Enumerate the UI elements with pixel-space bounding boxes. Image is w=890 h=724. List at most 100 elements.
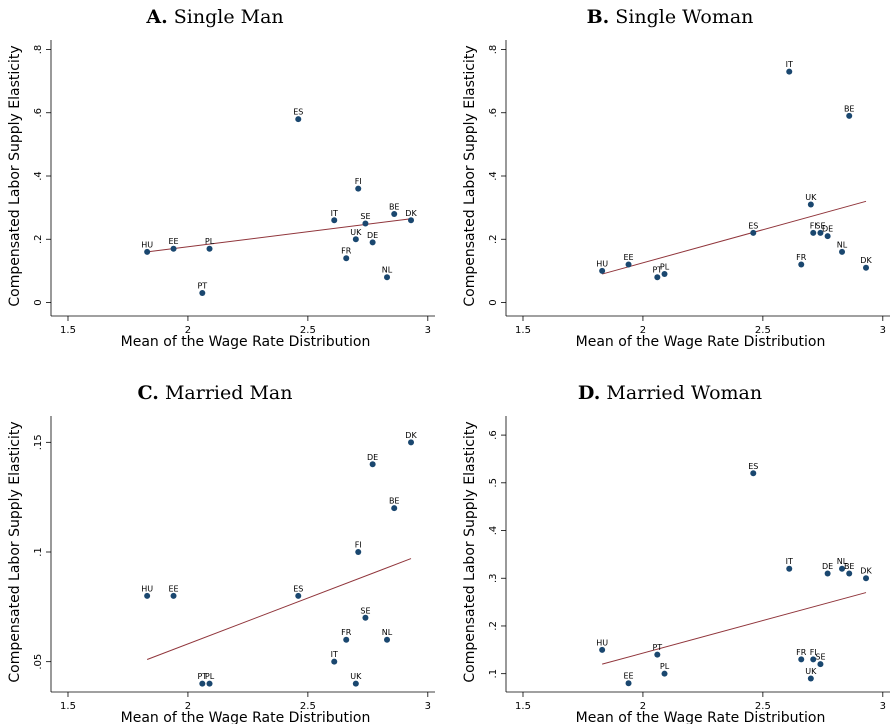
point-label: UK: [805, 667, 817, 676]
point: [786, 565, 793, 572]
y-tick-label: .1: [33, 547, 44, 557]
point: [807, 675, 814, 682]
point: [331, 217, 338, 224]
y-tick-label: .2: [488, 234, 499, 244]
x-tick-label: 2: [185, 701, 191, 712]
point: [839, 248, 846, 255]
point-label: DK: [860, 567, 872, 576]
point-label: NL: [382, 628, 393, 637]
point-label: SE: [815, 653, 825, 662]
point-label: PT: [197, 282, 207, 291]
point: [206, 245, 213, 252]
point-label: ES: [293, 584, 303, 593]
point: [798, 261, 805, 268]
point-label: UK: [350, 228, 362, 237]
point: [599, 267, 606, 274]
point-label: FI: [810, 221, 817, 230]
point: [807, 201, 814, 208]
point: [846, 112, 853, 119]
point-label: FR: [796, 648, 807, 657]
point-label: EE: [168, 237, 178, 246]
point: [661, 670, 668, 677]
point-label: ES: [748, 221, 758, 230]
point: [839, 565, 846, 572]
point-label: IT: [786, 557, 793, 566]
panel-title: B. Single Woman: [587, 6, 754, 28]
x-tick-label: 2: [640, 701, 646, 712]
y-tick-label: .8: [488, 45, 499, 55]
x-tick-label: 1.5: [60, 701, 76, 712]
point-label: IT: [331, 209, 338, 218]
y-tick-label: .5: [488, 478, 499, 488]
point: [654, 274, 661, 281]
x-tick-label: 2.5: [300, 701, 316, 712]
y-tick-label: .1: [488, 669, 499, 679]
panel-title: C. Married Man: [138, 382, 293, 404]
point: [352, 236, 359, 243]
point: [625, 261, 632, 268]
point: [391, 505, 398, 512]
panel-name: Single Woman: [615, 6, 753, 28]
point: [369, 239, 376, 246]
fit-line: [602, 592, 867, 665]
point-label: SE: [360, 212, 370, 221]
panel: B. Single Woman Mean of the Wage Rate Dis…: [462, 6, 890, 350]
x-tick-label: 3: [425, 701, 431, 712]
point: [750, 470, 757, 477]
point-label: DE: [822, 225, 833, 234]
point: [295, 592, 302, 599]
point-label: FI: [810, 648, 817, 657]
point: [384, 274, 391, 281]
panel-label: C.: [138, 382, 159, 404]
point: [810, 229, 817, 236]
y-axis-label: Compensated Labor Supply Elasticity: [462, 45, 478, 306]
panel: A. Single Man Mean of the Wage Rate Distr…: [7, 6, 435, 350]
point-label: EE: [623, 253, 633, 262]
panel-name: Single Man: [174, 6, 284, 28]
point: [362, 614, 369, 621]
point: [295, 116, 302, 123]
point-label: NL: [382, 266, 393, 275]
point: [391, 210, 398, 217]
point: [199, 680, 206, 687]
point-label: UK: [350, 672, 362, 681]
point-label: FR: [341, 628, 352, 637]
x-axis-label: Mean of the Wage Rate Distribution: [576, 334, 826, 350]
point-label: DK: [860, 256, 872, 265]
point: [144, 592, 151, 599]
point: [170, 592, 177, 599]
point: [863, 575, 870, 582]
point: [661, 271, 668, 278]
point: [863, 264, 870, 271]
point: [355, 185, 362, 192]
point-label: DK: [405, 209, 417, 218]
x-tick-label: 2: [185, 325, 191, 336]
point-label: SE: [815, 221, 825, 230]
point: [408, 217, 415, 224]
point: [206, 680, 213, 687]
y-axis-label: Compensated Labor Supply Elasticity: [462, 421, 478, 682]
y-tick-label: .8: [33, 45, 44, 55]
x-tick-label: 2: [640, 325, 646, 336]
point: [369, 461, 376, 468]
y-tick-label: 0: [33, 299, 44, 305]
point-label: UK: [805, 193, 817, 202]
point: [199, 290, 206, 297]
point-label: EE: [623, 672, 633, 681]
point-label: PL: [660, 263, 670, 272]
x-tick-label: 3: [425, 325, 431, 336]
point-label: HU: [141, 240, 153, 249]
x-tick-label: 1.5: [515, 701, 531, 712]
point: [170, 245, 177, 252]
point-label: SE: [360, 606, 370, 615]
y-tick-label: .6: [488, 430, 499, 440]
panel-name: Married Woman: [606, 382, 762, 404]
x-tick-label: 2.5: [300, 325, 316, 336]
point: [408, 439, 415, 446]
point: [625, 680, 632, 687]
y-tick-label: .15: [33, 434, 44, 450]
y-tick-label: .6: [488, 108, 499, 118]
point: [331, 658, 338, 665]
point: [798, 656, 805, 663]
